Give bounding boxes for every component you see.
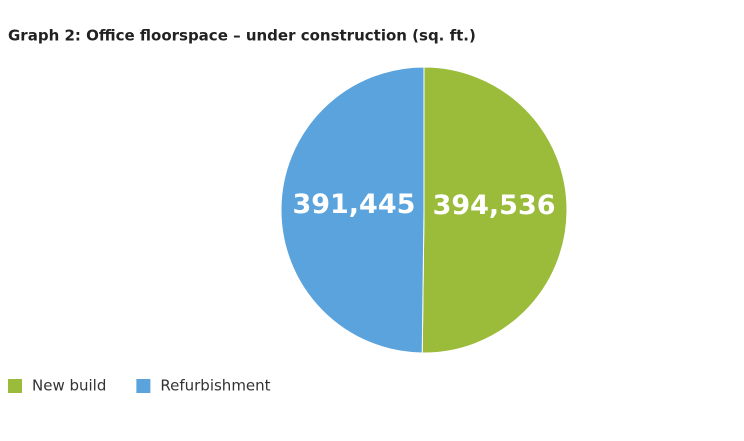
value-label: 394,536	[433, 190, 556, 221]
pie-slice	[280, 66, 425, 354]
pie-slice	[421, 66, 568, 354]
legend-label: Refurbishment	[160, 377, 270, 395]
legend-swatch	[136, 379, 151, 393]
value-label: 391,445	[292, 189, 415, 220]
legend-swatch	[8, 379, 22, 393]
chart-title: Graph 2: Office floorspace – under const…	[8, 27, 476, 45]
legend-label: New build	[32, 377, 106, 395]
